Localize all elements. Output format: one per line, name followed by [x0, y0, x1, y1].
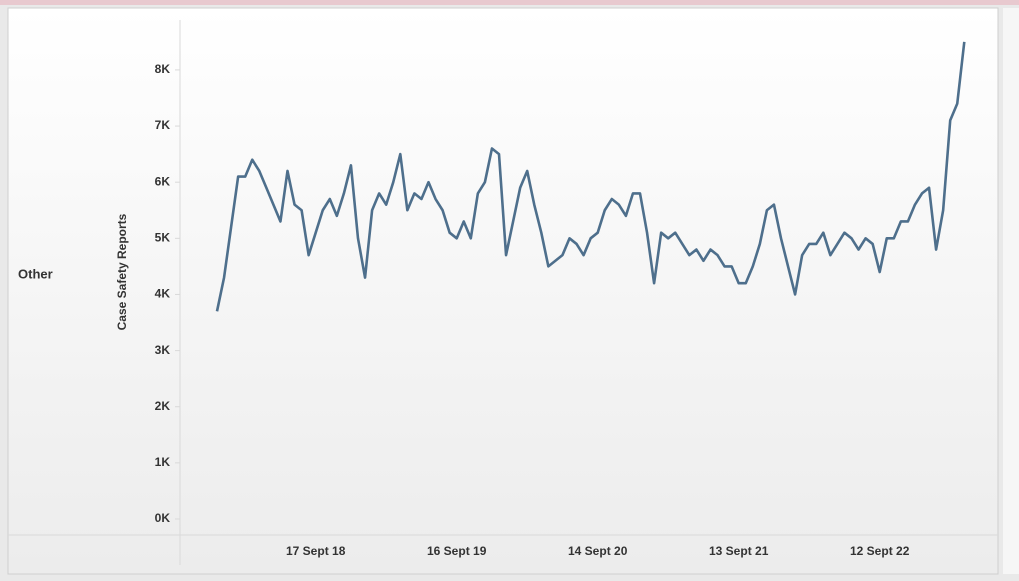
y-tick-label: 5K: [155, 230, 171, 244]
y-tick-label: 3K: [155, 343, 171, 357]
row-label: Other: [18, 266, 53, 281]
y-tick-label: 7K: [155, 118, 171, 132]
top-strip: [0, 0, 1019, 5]
x-tick-label: 16 Sept 19: [427, 544, 487, 558]
y-tick-label: 4K: [155, 287, 171, 301]
y-tick-label: 2K: [155, 399, 171, 413]
x-tick-label: 12 Sept 22: [850, 544, 910, 558]
x-tick-label: 14 Sept 20: [568, 544, 628, 558]
view-panel: [7, 7, 999, 575]
y-tick-label: 0K: [155, 511, 171, 525]
x-tick-label: 13 Sept 21: [709, 544, 769, 558]
y-tick-label: 1K: [155, 455, 171, 469]
y-tick-label: 6K: [155, 174, 171, 188]
x-tick-label: 17 Sept 18: [286, 544, 346, 558]
y-axis-title: Case Safety Reports: [115, 213, 129, 330]
side-panel: [1003, 8, 1019, 574]
y-tick-label: 8K: [155, 62, 171, 76]
series-line: [215, 41, 966, 312]
